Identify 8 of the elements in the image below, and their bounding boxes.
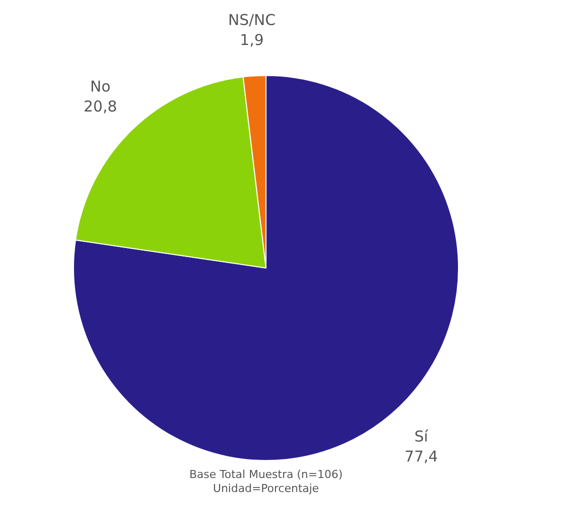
data-label: 1,9 bbox=[240, 30, 264, 49]
slice-label: NS/NC bbox=[228, 10, 276, 29]
slice-label: No bbox=[90, 78, 111, 96]
data-label: 20,8 bbox=[84, 98, 118, 116]
data-label: 77,4 bbox=[404, 448, 438, 466]
slice-label: Sí bbox=[414, 428, 429, 446]
text: Unidad=Porcentaje bbox=[212, 482, 320, 496]
text: Base Total Muestra (n=106) bbox=[188, 468, 344, 482]
